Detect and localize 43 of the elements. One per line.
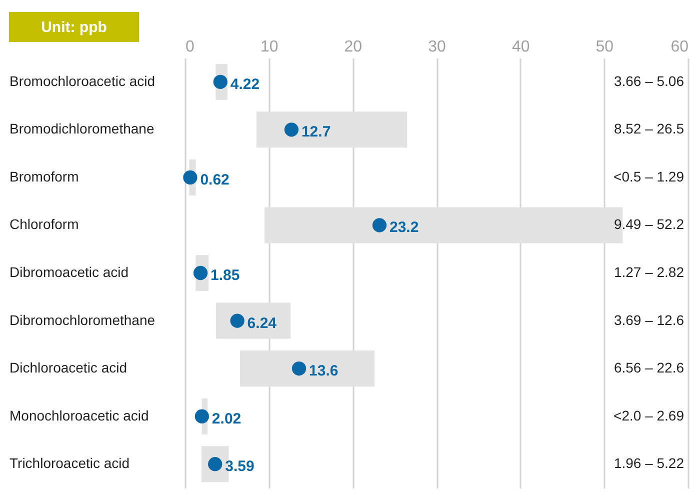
x-tick-label: 10 — [260, 38, 278, 56]
x-tick-label: 0 — [186, 38, 194, 56]
chart-title: Unit: ppb — [41, 19, 107, 36]
point — [372, 218, 387, 232]
y-tick-label: Chloroform — [10, 216, 79, 232]
annotation: <2.0 – 2.69 — [614, 407, 684, 424]
annotation: <0.5 – 1.29 — [614, 168, 684, 184]
y-tick-label: Monochloroacetic acid — [10, 407, 149, 424]
x-tick-label: 60 — [670, 38, 689, 56]
y-tick-label: Bromochloroacetic acid — [10, 72, 156, 89]
point — [292, 362, 306, 376]
point — [183, 170, 198, 184]
y-tick-label: Bromodichloromethane — [10, 120, 154, 137]
data-label: 0.62 — [200, 171, 230, 188]
point — [284, 122, 299, 137]
y-tick-label: Dibromochloromethane — [10, 312, 156, 328]
point — [193, 266, 208, 280]
data-label: 6.24 — [247, 314, 278, 332]
data-label: 4.22 — [230, 76, 260, 93]
data-label: 3.59 — [225, 458, 254, 476]
point — [230, 314, 244, 328]
annotation: 1.96 – 5.22 — [614, 455, 684, 472]
point — [213, 74, 228, 89]
data-label: 23.2 — [389, 219, 419, 236]
y-tick-label: Bromoform — [10, 168, 79, 184]
annotation: 1.27 – 2.82 — [614, 264, 684, 280]
y-tick-label: Dibromoacetic acid — [10, 264, 129, 280]
annotation: 6.56 – 22.6 — [614, 360, 684, 376]
annotation: 8.52 – 26.5 — [614, 120, 684, 137]
y-tick-label: Dichloroacetic acid — [10, 360, 127, 376]
annotation: 9.49 – 52.2 — [614, 216, 684, 232]
data-label: 12.7 — [301, 124, 331, 141]
data-label: 13.6 — [309, 362, 338, 380]
x-tick-label: 50 — [596, 38, 614, 56]
x-tick-label: 40 — [512, 38, 530, 56]
point — [194, 409, 210, 424]
data-label: 1.85 — [210, 267, 240, 284]
y-tick-label: Trichloroacetic acid — [10, 455, 130, 472]
annotation: 3.66 – 5.06 — [614, 72, 684, 89]
annotation: 3.69 – 12.6 — [614, 312, 684, 328]
x-tick-label: 20 — [344, 38, 362, 56]
x-tick-label: 30 — [428, 38, 446, 56]
data-label: 2.02 — [212, 410, 242, 428]
